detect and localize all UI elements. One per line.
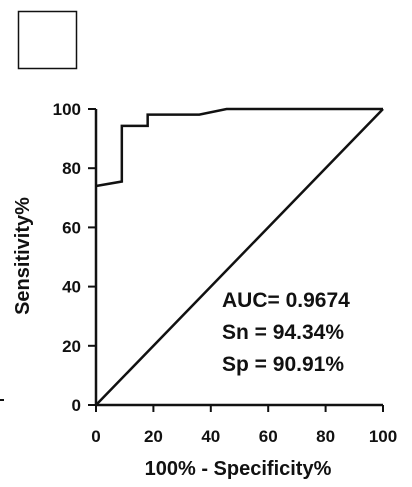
axes xyxy=(88,108,384,412)
reference-diagonal-line xyxy=(95,108,384,406)
auc-annotation: AUC= 0.9674 xyxy=(222,289,350,312)
x-tick-label: 60 xyxy=(259,427,278,446)
y-tick-label: 80 xyxy=(62,159,81,178)
plot-area xyxy=(95,107,384,406)
tick-labels: 0 20 40 60 80 100 0 20 40 60 80 100 xyxy=(53,100,398,446)
x-tick-label: 100 xyxy=(369,427,397,446)
x-axis-title: 100% - Specificity% xyxy=(145,458,332,480)
sensitivity-annotation: Sn = 94.34% xyxy=(222,321,344,344)
y-axis-title: Sensitivity% xyxy=(12,197,34,315)
cropped-edge-mark xyxy=(0,399,4,401)
x-tick-label: 20 xyxy=(144,427,163,446)
y-tick-label: 60 xyxy=(62,218,81,237)
y-tick-label: 20 xyxy=(62,337,81,356)
legend-box xyxy=(17,10,78,70)
y-tick-label: 0 xyxy=(72,396,81,415)
y-tick-label: 100 xyxy=(53,100,81,119)
roc-curve-line xyxy=(95,107,383,188)
y-tick-label: 40 xyxy=(62,278,81,297)
x-tick-label: 40 xyxy=(201,427,220,446)
x-tick-label: 0 xyxy=(91,427,100,446)
specificity-annotation: Sp = 90.91% xyxy=(222,353,344,376)
x-tick-label: 80 xyxy=(316,427,335,446)
